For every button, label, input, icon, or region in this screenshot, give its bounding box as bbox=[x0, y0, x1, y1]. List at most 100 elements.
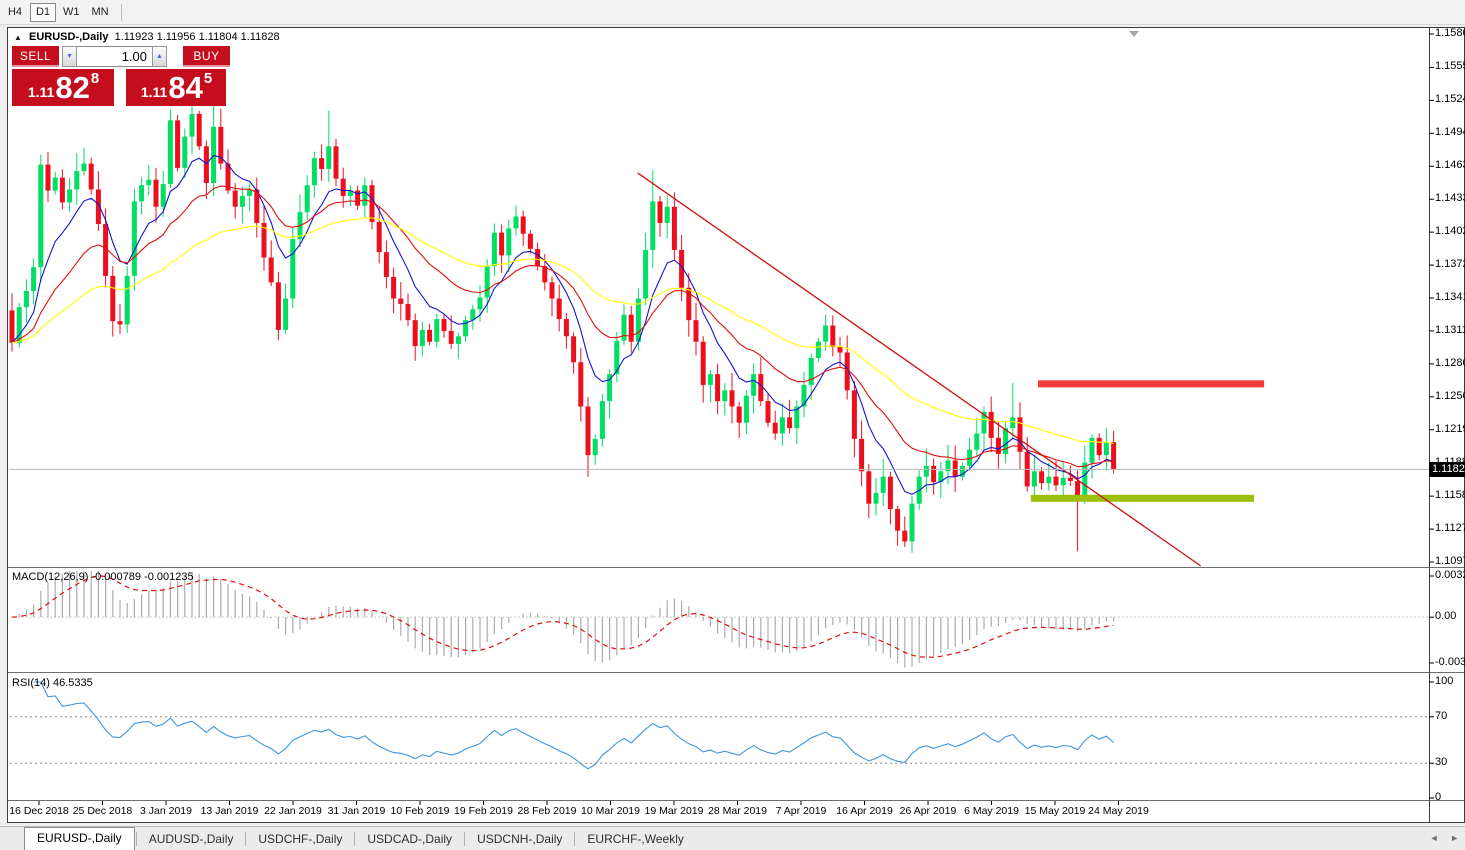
date-axis-label: 28 Mar 2019 bbox=[708, 805, 767, 817]
tab-eurusd-daily[interactable]: EURUSD-,Daily bbox=[24, 827, 135, 850]
macd-axis-label: 0.00 bbox=[1435, 610, 1457, 623]
tab-separator bbox=[135, 832, 137, 846]
tab-usdcnh-daily[interactable]: USDCNH-,Daily bbox=[477, 832, 563, 846]
date-axis-label: 31 Jan 2019 bbox=[327, 805, 386, 817]
ohlc-low: 1.11804 bbox=[198, 31, 238, 43]
price-axis-label: 1.13415 bbox=[1435, 291, 1465, 303]
tab-scroll-arrows: ◄ ► bbox=[1421, 833, 1459, 843]
buy-price-display[interactable]: 1.11 84 5 bbox=[126, 69, 226, 106]
macd-axis-label: -0.003659 bbox=[1435, 655, 1465, 668]
volume-decrease-button[interactable]: ▼ bbox=[62, 46, 77, 67]
tab-audusd-daily[interactable]: AUDUSD-,Daily bbox=[148, 832, 234, 846]
price-axis-label: 1.12195 bbox=[1435, 422, 1465, 435]
chart-tab-bar: EURUSD-,Daily AUDUSD-,Daily USDCHF-,Daily U… bbox=[0, 826, 1465, 850]
tab-eurchf-weekly[interactable]: EURCHF-,Weekly bbox=[587, 832, 684, 846]
rsi-axis-label: 30 bbox=[1435, 756, 1448, 769]
buy-button[interactable]: BUY bbox=[183, 46, 230, 67]
tab-usdcad-daily[interactable]: USDCAD-,Daily bbox=[367, 832, 453, 846]
price-axis-label: 1.13110 bbox=[1435, 323, 1465, 336]
chart-symbol-title: EURUSD-,Daily bbox=[28, 31, 109, 43]
price-axis: 1.15860 1.15550 1.15245 1.14940 1.14635 1.143… bbox=[1429, 27, 1465, 823]
date-axis-label: 7 Apr 2019 bbox=[775, 805, 827, 817]
price-axis-label: 1.13720 bbox=[1435, 258, 1465, 271]
scroll-right-icon[interactable]: ► bbox=[1450, 833, 1459, 843]
timeframe-toolbar: H4 D1 W1 MN bbox=[0, 0, 1465, 25]
price-axis-label: 1.10970 bbox=[1435, 555, 1465, 567]
sell-price-display[interactable]: 1.11 82 8 bbox=[12, 69, 114, 106]
price-axis-label: 1.14025 bbox=[1435, 225, 1465, 238]
price-axis-label: 1.11275 bbox=[1435, 522, 1465, 535]
rsi-axis-label: 100 bbox=[1435, 675, 1454, 687]
price-axis-label: 1.15860 bbox=[1435, 27, 1465, 39]
tab-usdchf-daily[interactable]: USDCHF-,Daily bbox=[258, 832, 343, 846]
macd-signal-line bbox=[11, 575, 1114, 658]
date-axis-label: 3 Jan 2019 bbox=[140, 805, 192, 817]
resistance-bar bbox=[1038, 380, 1265, 388]
tab-separator bbox=[354, 832, 356, 846]
chart-window: 1.15860 1.15550 1.15245 1.14940 1.14635 1.143… bbox=[7, 27, 1465, 823]
sell-price-pip: 8 bbox=[90, 70, 100, 87]
chart-info-line: ▲ EURUSD-,Daily 1.11923 1.11956 1.11804 … bbox=[14, 31, 280, 43]
candles-layer bbox=[9, 104, 1117, 553]
date-axis-label: 25 Dec 2018 bbox=[72, 805, 133, 817]
ohlc-close: 1.11828 bbox=[240, 31, 280, 43]
volume-increase-button[interactable]: ▲ bbox=[152, 46, 167, 67]
macd-axis-label: 0.003287 bbox=[1435, 569, 1465, 581]
price-axis-label: 1.14330 bbox=[1435, 192, 1465, 205]
support-bar bbox=[1030, 494, 1254, 502]
timeframe-button-d1[interactable]: D1 bbox=[30, 2, 56, 22]
pane-separators bbox=[8, 28, 1464, 822]
date-axis-label: 15 May 2019 bbox=[1024, 805, 1086, 817]
rsi-axis-label: 0 bbox=[1435, 791, 1442, 803]
ma-line-45 bbox=[11, 217, 1114, 444]
tab-separator bbox=[574, 832, 576, 846]
date-axis-label: 19 Mar 2019 bbox=[644, 805, 704, 817]
date-axis-label: 10 Feb 2019 bbox=[390, 805, 450, 817]
chevron-down-icon: ▼ bbox=[66, 53, 73, 60]
date-axis-label: 19 Feb 2019 bbox=[454, 805, 513, 817]
date-axis-label: 24 May 2019 bbox=[1088, 805, 1149, 817]
collapse-panel-icon[interactable]: ▲ bbox=[14, 33, 22, 42]
analysis-objects bbox=[637, 172, 1265, 567]
ohlc-high: 1.11956 bbox=[156, 31, 196, 43]
toolbar-separator bbox=[120, 3, 122, 21]
timeframe-button-h4[interactable]: H4 bbox=[7, 6, 23, 18]
date-axis-label: 10 Mar 2019 bbox=[581, 805, 640, 817]
tab-separator bbox=[464, 832, 466, 846]
price-axis-label: 1.11580 bbox=[1435, 489, 1465, 502]
axis-ticks bbox=[38, 33, 1434, 805]
buy-price-digits: 84 bbox=[168, 70, 203, 105]
date-axis-label: 28 Feb 2019 bbox=[517, 805, 577, 817]
chart-shift-icon bbox=[1129, 31, 1139, 37]
macd-histogram bbox=[18, 571, 1115, 668]
descending-trendline bbox=[637, 172, 1202, 567]
scroll-left-icon[interactable]: ◄ bbox=[1429, 833, 1439, 843]
price-axis-label: 1.15245 bbox=[1435, 93, 1465, 106]
date-axis-label: 16 Dec 2018 bbox=[9, 805, 69, 817]
current-price-tag: 1.11828 bbox=[1429, 461, 1465, 477]
rsi-axis-label: 70 bbox=[1435, 709, 1448, 722]
buy-price-pip: 5 bbox=[203, 70, 213, 87]
price-axis-label: 1.12805 bbox=[1435, 356, 1465, 369]
rsi-label: RSI(14) 46.5335 bbox=[12, 677, 93, 689]
date-axis-label: 26 Apr 2019 bbox=[899, 805, 957, 817]
macd-label: MACD(12,26,9) -0.000789 -0.001235 bbox=[12, 571, 194, 583]
buy-price-prefix: 1.11 bbox=[140, 83, 168, 100]
sell-button[interactable]: SELL bbox=[12, 46, 59, 67]
tab-separator bbox=[245, 832, 247, 846]
ohlc-open: 1.11923 bbox=[114, 31, 154, 43]
rsi-layer bbox=[10, 681, 1429, 770]
price-axis-label: 1.14635 bbox=[1435, 159, 1465, 172]
chevron-up-icon: ▲ bbox=[156, 53, 163, 60]
timeframe-button-mn[interactable]: MN bbox=[91, 6, 109, 18]
date-axis-label: 22 Jan 2019 bbox=[264, 805, 322, 817]
date-axis-label: 13 Jan 2019 bbox=[200, 805, 259, 817]
volume-input[interactable] bbox=[77, 46, 152, 67]
sell-price-digits: 82 bbox=[55, 70, 90, 105]
timeframe-button-w1[interactable]: W1 bbox=[63, 6, 80, 18]
price-axis-label: 1.14940 bbox=[1435, 126, 1465, 139]
date-axis-label: 6 May 2019 bbox=[964, 805, 1019, 817]
date-axis-label: 16 Apr 2019 bbox=[836, 805, 893, 817]
one-click-trade-panel: SELL ▼ ▲ BUY 1.11 82 8 1.11 84 5 bbox=[12, 46, 230, 106]
chart-canvas bbox=[8, 28, 1464, 822]
